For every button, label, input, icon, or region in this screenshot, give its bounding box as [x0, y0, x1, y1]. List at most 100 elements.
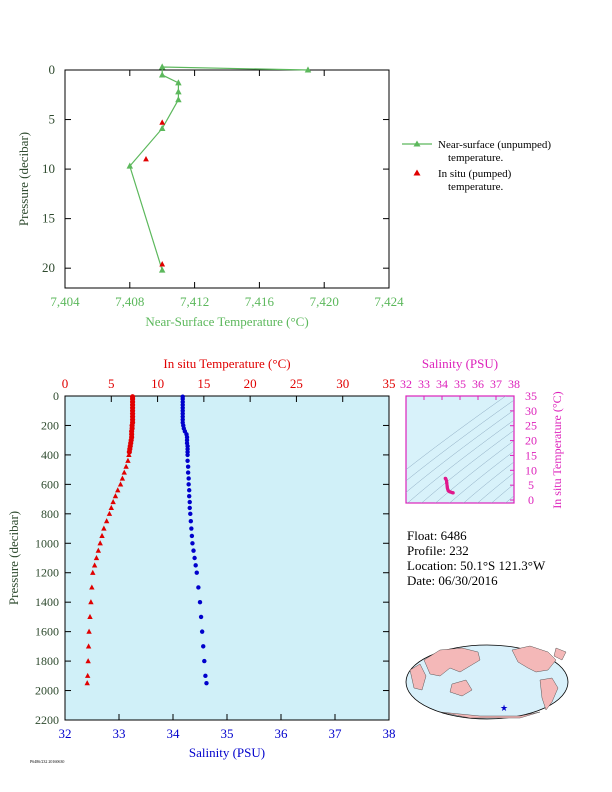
- profile-y-tick-label: 1400: [35, 595, 59, 609]
- temperature-point: [103, 518, 110, 524]
- ts-density-contour: [421, 430, 514, 503]
- top-chart-x-tick-label: 7,420: [310, 294, 339, 309]
- profile-chart: 0 5 10 15 20 25 30 35 32 33 34 35 36 37 38 0 200 400 600 80…: [6, 356, 396, 760]
- salinity-point: [199, 629, 205, 634]
- unpumped-temperature-point: [175, 88, 182, 95]
- temperature-point: [99, 532, 105, 539]
- ts-top-tick-label: 32: [400, 377, 412, 391]
- ts-right-tick-label: 10: [525, 463, 537, 477]
- ts-density-contour: [407, 419, 514, 503]
- unpumped-temperature-point: [158, 124, 166, 131]
- salinity-point: [187, 505, 192, 511]
- footer-code: P6486/232 20160630: [30, 759, 64, 764]
- top-chart-x-tick-label: 7,412: [180, 294, 209, 309]
- ts-right-tick-label: 0: [528, 493, 534, 507]
- ts-density-contour: [406, 396, 507, 471]
- salinity-point: [198, 614, 204, 620]
- ts-top-tick-label: 36: [472, 377, 484, 391]
- salinity-point: [204, 680, 209, 686]
- temperature-point: [117, 481, 124, 487]
- profile-top-tick-label: 0: [62, 376, 69, 391]
- salinity-point: [185, 452, 190, 458]
- profile-bottom-tick-label: 35: [221, 726, 234, 741]
- temperature-point: [88, 599, 94, 605]
- salinity-point: [186, 476, 191, 481]
- ts-right-tick-label: 15: [525, 448, 537, 462]
- top-chart-axes: 7,404 7,408 7,412 7,416 7,420 7,424 0 5 10 15 20: [42, 62, 404, 309]
- salinity-point: [192, 555, 197, 561]
- temperature-point: [123, 463, 129, 469]
- profile-bottom-tick-label: 34: [167, 726, 181, 741]
- ts-top-tick-label: 33: [418, 377, 430, 391]
- ts-top-tick-label: 35: [454, 377, 466, 391]
- salinity-point: [186, 482, 191, 487]
- unpumped-temperature-point: [158, 71, 166, 78]
- profile-series: [84, 394, 209, 686]
- map-land-asia: [423, 647, 481, 677]
- profile-bottom-tick-label: 38: [383, 726, 396, 741]
- near-surface-temperature-chart: 7,404 7,408 7,412 7,416 7,420 7,424 0 5 10 15 20 N…: [16, 62, 551, 329]
- top-chart-series: [126, 63, 312, 273]
- profile-y-tick-label: 0: [53, 389, 59, 403]
- date: Date: 06/30/2016: [407, 573, 498, 588]
- ts-density-contour: [435, 440, 514, 503]
- profile-bottom-tick-label: 33: [113, 726, 126, 741]
- profile-top-tick-label: 25: [290, 376, 303, 391]
- salinity-point: [188, 511, 193, 517]
- unpumped-temperature-point: [175, 96, 182, 103]
- salinity-point: [196, 585, 201, 590]
- float-info: Float: 6486 Profile: 232 Location: 50.1°…: [407, 528, 546, 588]
- ts-right-tick-label: 5: [528, 478, 534, 492]
- float-location-star-icon: ★: [500, 703, 508, 713]
- top-chart-x-tick-label: 7,424: [374, 294, 404, 309]
- ts-density-contour: [570, 386, 612, 508]
- temperature-point: [126, 449, 132, 455]
- legend-pumped-label-2: temperature.: [448, 181, 504, 193]
- profile-y-axis-label: Pressure (decibar): [6, 511, 21, 605]
- salinity-point: [187, 488, 192, 493]
- temperature-point: [121, 469, 127, 475]
- ts-series: [443, 476, 455, 495]
- top-chart-y-tick-label: 10: [42, 161, 55, 176]
- salinity-point: [189, 533, 195, 539]
- salinity-point: [190, 541, 195, 546]
- salinity-point: [185, 458, 190, 463]
- legend-unpumped-label-2: temperature.: [448, 152, 504, 164]
- pumped-temperature-point: [159, 261, 166, 267]
- profile-bottom-tick-label: 36: [275, 726, 289, 741]
- pumped-temperature-point: [159, 119, 166, 125]
- profile-top-tick-label: 20: [244, 376, 257, 391]
- legend-unpumped-label-1: Near-surface (unpumped): [438, 139, 551, 151]
- temperature-point: [95, 547, 102, 553]
- top-chart-plot-area: [64, 69, 390, 289]
- salinity-point: [191, 548, 196, 553]
- profile-top-axis-label: In situ Temperature (°C): [163, 356, 290, 371]
- top-chart-y-tick-label: 15: [42, 211, 55, 226]
- top-chart-x-tick-label: 7,416: [245, 294, 275, 309]
- profile-y-tick-label: 600: [41, 477, 59, 491]
- ts-density-contour: [406, 399, 514, 482]
- pumped-temperature-point: [143, 155, 149, 162]
- map-land-antarctica: [439, 711, 541, 719]
- map-land-europe-africa: [409, 663, 427, 691]
- map-land-greenland: [553, 647, 567, 661]
- profile-plot-area: [64, 395, 390, 721]
- profile-axes: 0 5 10 15 20 25 30 35 32 33 34 35 36 37 38 0 200 400 600 80…: [35, 376, 396, 741]
- profile-y-tick-label: 2000: [35, 684, 59, 698]
- temperature-point: [110, 499, 116, 505]
- ts-right-tick-label: 30: [525, 404, 537, 418]
- temperature-point: [108, 504, 114, 511]
- profile-bottom-tick-label: 32: [59, 726, 72, 741]
- profile-number: Profile: 232: [407, 543, 469, 558]
- temperature-point: [90, 569, 96, 575]
- float-id: Float: 6486: [407, 528, 467, 543]
- temperature-point: [101, 525, 107, 531]
- temperature-point: [93, 555, 100, 561]
- map-land-australia: [449, 679, 473, 697]
- legend-unpumped-marker: [413, 140, 421, 147]
- temperature-point: [115, 487, 121, 493]
- temperature-point: [97, 540, 103, 546]
- salinity-point: [193, 563, 198, 568]
- temperature-point: [126, 451, 132, 458]
